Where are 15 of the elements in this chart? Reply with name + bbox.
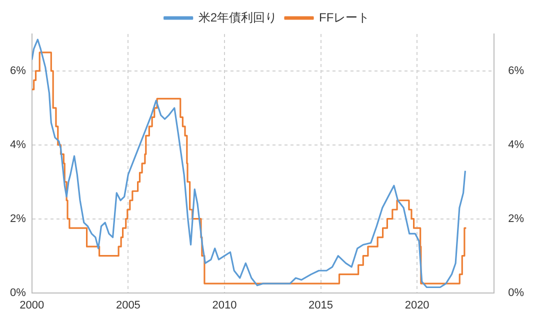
x-tick-label: 2000 — [20, 299, 44, 312]
y-tick-label: 6% — [10, 65, 26, 78]
y2-tick-label: 0% — [508, 286, 524, 299]
y2-tick-label: 6% — [508, 65, 524, 78]
y-tick-label: 0% — [10, 286, 26, 299]
legend-label: FFレート — [319, 10, 370, 24]
x-tick-label: 2010 — [212, 299, 237, 312]
legend-label: 米2年債利回り — [198, 10, 278, 24]
x-tick-label: 2005 — [116, 299, 140, 312]
x-tick-label: 2015 — [308, 299, 334, 312]
y-tick-label: 2% — [10, 212, 26, 225]
y-tick-label: 4% — [10, 138, 26, 151]
x-tick-label: 2020 — [404, 299, 430, 312]
y2-tick-label: 4% — [508, 138, 524, 151]
y2-tick-label: 2% — [508, 212, 524, 225]
